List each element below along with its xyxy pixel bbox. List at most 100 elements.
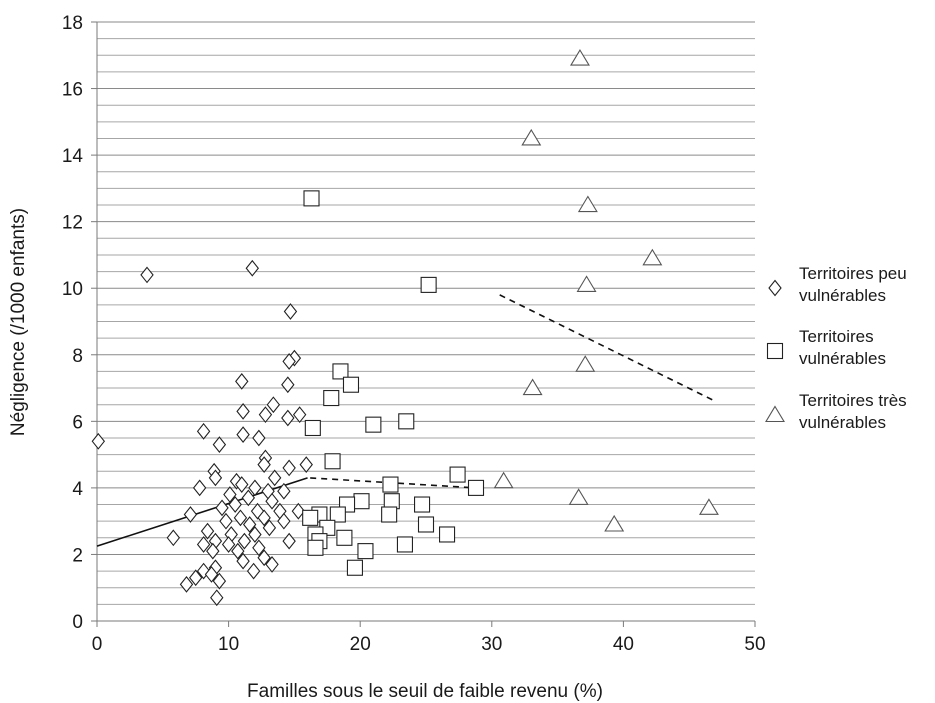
x-axis-label: Familles sous le seuil de faible revenu …	[247, 681, 603, 702]
diamond-point	[192, 479, 207, 497]
diamond-point	[183, 506, 198, 523]
diamond-point	[282, 532, 296, 550]
diamond-point	[235, 476, 249, 493]
diamond-point	[166, 529, 181, 547]
square-point	[417, 516, 435, 533]
diamond-point	[282, 459, 296, 477]
diamond-point	[299, 456, 313, 473]
y-tick-label: 0	[72, 612, 83, 633]
square-point	[414, 496, 431, 513]
x-tick-label: 50	[744, 634, 765, 655]
diamond-point	[212, 436, 227, 454]
diamond-point	[291, 502, 306, 520]
square-point	[303, 190, 320, 207]
diamond-point	[235, 373, 249, 390]
diamond-point	[210, 589, 224, 607]
diamond-point	[236, 426, 250, 444]
diamond-point	[236, 402, 250, 420]
x-tick-label: 40	[613, 634, 634, 655]
triangle-point	[570, 49, 590, 66]
triangle-point	[521, 128, 542, 146]
diamond-point	[262, 519, 277, 537]
diamond-point	[196, 536, 211, 553]
trendline	[310, 477, 477, 489]
y-tick-label: 12	[62, 213, 83, 234]
square-point	[439, 526, 456, 543]
diamond-point	[231, 542, 245, 560]
diamond-point	[204, 566, 219, 583]
diamond-point	[242, 516, 257, 533]
diamond-point	[212, 572, 227, 590]
square-point	[420, 276, 437, 293]
diamond-point	[257, 509, 271, 527]
triangle-point	[568, 488, 589, 505]
diamond-point	[208, 469, 223, 487]
square-point	[365, 416, 382, 433]
y-tick-label: 4	[72, 479, 83, 500]
square-point	[396, 536, 413, 553]
diamond-point	[237, 532, 252, 550]
triangle-point	[604, 514, 625, 532]
tick-labels: 0 2 4 6 8 10 12 14 16 18 0 10 20 30 40 50	[62, 13, 766, 655]
diamond-point	[281, 376, 295, 394]
diamond-point	[282, 353, 296, 370]
legend-item: Territoires peu vulnérables	[768, 264, 907, 305]
diamond-legend-marker	[768, 279, 782, 297]
diamond-point	[233, 509, 248, 527]
diamond-point	[196, 422, 211, 440]
square-point	[467, 479, 485, 496]
square-point	[382, 476, 399, 493]
square-point	[357, 543, 374, 560]
legend-label-line: vulnérables	[799, 413, 886, 432]
square-point	[381, 506, 398, 523]
diamond-point	[241, 489, 256, 507]
y-tick-label: 14	[62, 146, 84, 167]
triangle-point	[493, 471, 514, 489]
diamond-point	[266, 396, 281, 414]
axes	[91, 21, 756, 627]
diamond-point	[245, 259, 259, 277]
diamond-point	[248, 479, 262, 497]
triangle-point	[698, 498, 719, 515]
diamond-point	[228, 496, 242, 513]
trendline	[499, 294, 716, 403]
legend-label-line: Territoires	[799, 327, 874, 346]
x-tick-label: 0	[92, 634, 103, 655]
triangle-point	[522, 378, 543, 396]
grid-lines	[97, 21, 755, 605]
square-point	[398, 413, 415, 430]
diamond-point	[283, 303, 298, 320]
diamond-point	[179, 576, 194, 593]
square-point	[449, 466, 466, 483]
diamond-point	[292, 406, 307, 424]
diamond-point	[248, 526, 262, 543]
square-point	[342, 376, 360, 393]
diamond-point	[252, 539, 266, 557]
diamond-point	[221, 536, 236, 553]
square-point	[304, 419, 321, 437]
square-point	[332, 363, 349, 380]
x-tick-label: 20	[350, 634, 371, 655]
diamond-point	[219, 512, 233, 530]
square-point	[323, 389, 340, 407]
triangle-point	[575, 355, 596, 372]
diamond-point	[258, 406, 273, 424]
diamond-point	[223, 486, 237, 503]
legend-item: Territoires très vulnérables	[765, 391, 907, 432]
y-tick-label: 16	[62, 80, 83, 101]
square-point	[302, 509, 319, 526]
square-point	[336, 529, 353, 546]
diamond-point	[277, 482, 291, 500]
triangle-point	[577, 195, 598, 213]
diamond-point	[250, 502, 265, 520]
diamond-point	[257, 456, 271, 473]
y-axis-label: Négligence (/1000 enfants)	[8, 208, 29, 436]
legend-label-line: Territoires peu	[799, 264, 907, 283]
diamond-point	[277, 512, 291, 530]
square-legend-marker	[766, 342, 784, 360]
y-tick-label: 10	[62, 279, 83, 300]
triangle-point	[642, 248, 663, 266]
y-tick-label: 18	[62, 13, 83, 34]
triangle-legend-marker	[765, 405, 785, 423]
x-tick-label: 30	[481, 634, 502, 655]
